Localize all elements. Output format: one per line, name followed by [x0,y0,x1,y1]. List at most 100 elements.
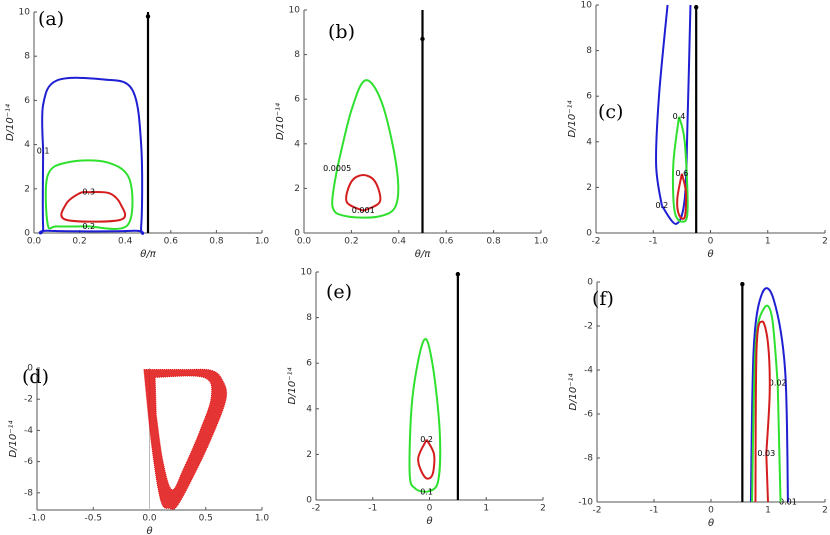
contour-label: 0.1 [37,147,50,156]
contour-label: 0.1 [420,488,433,497]
x-axis-label: θ/π [140,249,156,260]
y-tick-label: 2 [294,184,300,194]
panel: -1.0 -0.5 0.0 0.5 1.0 0 -2 -4 -6 -8 θ D/10⁻¹⁴ (d) [7,364,269,535]
scatter-region [143,368,228,510]
panel: -2 -1 0 1 20-2-4-6-8-10θD/10⁻¹⁴0.010.020.03(… [567,278,828,530]
x-tick-label: 1.0 [534,237,549,247]
x-tick-label: -2 [592,237,601,247]
contour-label: 0.2 [655,201,668,210]
panel-label: (a) [38,8,64,30]
y-axis-label: D/10⁻¹⁴ [4,104,16,141]
line-dot [693,5,699,10]
panel-label: (f) [592,288,614,310]
panel-label: (b) [328,21,355,43]
x-tick-label: 0.4 [392,237,407,247]
y-tick-label: 0 [24,229,30,239]
contour-label: 0.03 [757,449,775,458]
x-tick-label: 1 [765,506,771,516]
x-tick-label: 0.2 [72,237,86,247]
y-tick-label: 10 [301,268,313,278]
y-axis-label: D/10⁻¹⁴ [566,100,578,137]
x-tick-label: 0 [427,504,433,514]
panel: -2 -1 0 1 2 0 2 4 6 8 10 θ D/10⁻¹⁴ 0.1 0.2 (e) [286,268,546,528]
line-dot [145,14,151,19]
y-tick-label: 8 [294,50,300,60]
contour-line [345,174,382,212]
y-tick-label: -4 [24,426,33,436]
y-tick-label: 10 [289,6,301,16]
x-tick-label: 0.2 [344,237,358,247]
line-dot [420,36,425,42]
x-tick-label: -1 [650,506,659,516]
y-axis-label: D/10⁻¹⁴ [286,367,298,404]
y-tick-label: 6 [24,96,30,106]
y-tick-label: 6 [586,92,592,102]
y-tick-label: -6 [584,410,593,420]
x-tick-label: 0.8 [486,237,501,247]
contour-label: 0.6 [676,169,689,178]
y-tick-label: -2 [24,395,33,405]
y-tick-label: 6 [294,95,300,105]
y-tick-label: 10 [19,8,31,18]
y-tick-label: 8 [306,313,312,323]
contour-line [749,287,789,503]
contour-line [44,159,134,230]
x-axis-label: θ [146,526,152,535]
contour-label: 0.2 [420,435,433,444]
y-tick-label: 4 [24,140,30,150]
x-axis-label: θ [426,516,432,527]
y-tick-label: 4 [306,404,312,414]
contour-line [754,320,771,503]
contour-line [60,190,127,223]
panel: 0.0 0.2 0.4 0.6 0.8 1.0 0 2 4 6 8 10 θ/π D/10⁻¹⁴ 0.1 0.… [4,8,269,261]
y-tick-label: 10 [581,1,593,11]
panel-label: (d) [22,366,49,388]
y-tick-label: 0 [294,229,300,239]
contour-label: 0.01 [779,498,797,507]
x-tick-label: 0.6 [164,237,179,247]
x-tick-label: 0.0 [142,514,157,524]
x-tick-label: 2 [822,506,828,516]
x-tick-label: 1 [483,504,489,514]
y-tick-label: 8 [24,52,30,62]
y-tick-label: -4 [584,366,593,376]
x-tick-label: -2 [312,504,321,514]
y-tick-label: -8 [24,488,33,498]
x-tick-label: -1 [368,504,377,514]
x-tick-label: -1.0 [28,514,46,524]
line-dot [455,272,461,277]
contour-line [408,338,442,493]
y-tick-label: 6 [306,359,312,369]
x-tick-label: 0.8 [209,237,224,247]
panel-label: (c) [598,101,623,123]
x-tick-label: 0 [708,506,714,516]
panel-label: (e) [326,281,352,303]
y-tick-label: -8 [584,454,593,464]
x-tick-label: -1 [649,237,658,247]
contour-line [676,173,688,220]
x-tick-label: 1 [765,237,771,247]
x-tick-label: 0 [708,237,714,247]
contour-label: 0.02 [769,379,787,388]
y-tick-label: 0 [587,278,593,288]
x-tick-label: 1.0 [255,237,270,247]
contour-label: 0.0005 [323,164,351,173]
y-axis-label: D/10⁻¹⁴ [567,373,579,410]
y-tick-label: 4 [586,137,592,147]
contour-line [671,116,689,223]
y-tick-label: -10 [578,498,593,508]
contour-label: 0.001 [352,206,375,215]
y-tick-label: 0 [27,364,33,374]
x-axis-label: θ/π [415,249,431,260]
x-tick-label: 0.5 [199,514,213,524]
x-axis-label: θ [708,518,714,529]
y-tick-label: -2 [584,322,593,332]
x-tick-label: 2 [822,237,828,247]
contour-line [331,79,400,219]
y-axis-label: D/10⁻¹⁴ [274,103,286,140]
x-tick-label: 0.0 [27,237,42,247]
x-tick-label: 0.0 [297,237,312,247]
contour-label: 0.3 [82,188,95,197]
panel: 0.0 0.2 0.4 0.6 0.8 1.0 0 2 4 6 8 10 θ/π D/10⁻¹⁴ 0.000… [274,6,548,261]
